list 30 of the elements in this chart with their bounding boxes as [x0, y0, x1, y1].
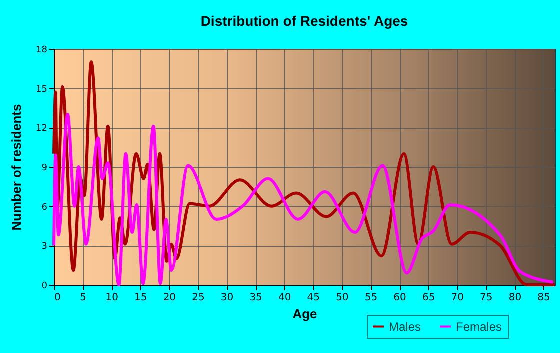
x-tick-label: 45: [307, 292, 320, 304]
y-axis-title: Number of residents: [9, 104, 24, 231]
x-tick-label: 70: [451, 292, 464, 304]
x-axis-title: Age: [292, 306, 318, 322]
x-tick-label: 55: [364, 292, 378, 304]
x-tick-label: 25: [192, 292, 205, 304]
x-tick-label: 5: [80, 292, 86, 304]
x-tick-label: 75: [480, 292, 493, 304]
y-tick-label: 15: [36, 84, 48, 95]
x-tick-label: 85: [538, 292, 550, 304]
chart-title: Distribution of Residents' Ages: [200, 13, 408, 29]
x-tick-label: 65: [422, 292, 436, 304]
x-tick-label: 10: [106, 292, 118, 304]
y-tick-label: 3: [42, 242, 48, 252]
x-tick-label: 50: [336, 292, 349, 304]
x-tick-label: 0: [54, 292, 61, 304]
y-tick-label: 6: [42, 202, 48, 213]
y-tick-label: 18: [36, 46, 48, 56]
legend-label: Females: [456, 320, 502, 334]
x-tick-label: 20: [163, 292, 176, 304]
x-tick-label: 30: [220, 292, 234, 304]
legend-label: Males: [389, 320, 422, 334]
y-tick-label: 9: [42, 164, 48, 174]
y-tick-label: 0: [42, 282, 48, 292]
x-tick-label: 40: [278, 292, 292, 304]
x-tick-label: 35: [250, 292, 262, 304]
x-tick-label: 80: [508, 292, 522, 304]
y-tick-label: 12: [36, 124, 48, 134]
x-tick-label: 15: [134, 292, 148, 304]
x-tick-label: 60: [394, 292, 406, 304]
